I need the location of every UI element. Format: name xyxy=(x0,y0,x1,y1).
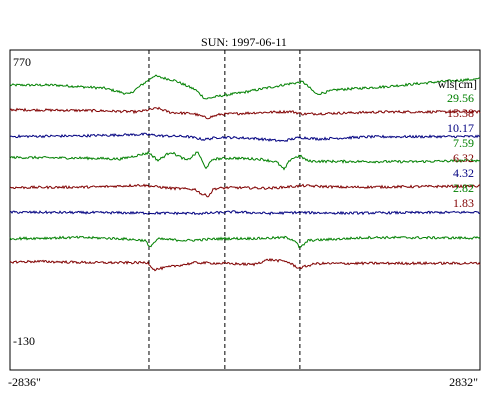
legend-entry-7: 1.83 xyxy=(453,196,474,210)
y-tick-label-top: 770 xyxy=(13,55,31,69)
legend-entry-3: 7.59 xyxy=(453,136,474,150)
legend-entry-4: 6.32 xyxy=(453,151,474,165)
series-lines xyxy=(9,74,481,272)
vertical-markers xyxy=(148,50,301,370)
series-line-1 xyxy=(9,106,481,120)
y-tick-label-bottom: -130 xyxy=(13,334,35,348)
x-tick-label-right: 2832" xyxy=(449,375,478,389)
series-line-0 xyxy=(9,74,481,100)
series-line-7 xyxy=(9,257,481,272)
legend-entry-1: 15.38 xyxy=(447,106,474,120)
legend-header: wls[cm] xyxy=(438,77,477,91)
chart-title: SUN: 1997-06-11 xyxy=(201,35,287,49)
series-line-5 xyxy=(9,210,481,216)
legend-entry-5: 4.32 xyxy=(453,166,474,180)
legend-entry-6: 2.82 xyxy=(453,181,474,195)
series-line-4 xyxy=(9,183,481,198)
series-line-2 xyxy=(9,132,481,143)
legend-entry-2: 10.17 xyxy=(447,121,474,135)
legend-entry-0: 29.56 xyxy=(447,91,474,105)
series-line-3 xyxy=(9,151,481,171)
x-tick-label-left: -2836" xyxy=(8,375,41,389)
series-line-6 xyxy=(9,235,481,249)
plot-frame xyxy=(9,49,481,371)
